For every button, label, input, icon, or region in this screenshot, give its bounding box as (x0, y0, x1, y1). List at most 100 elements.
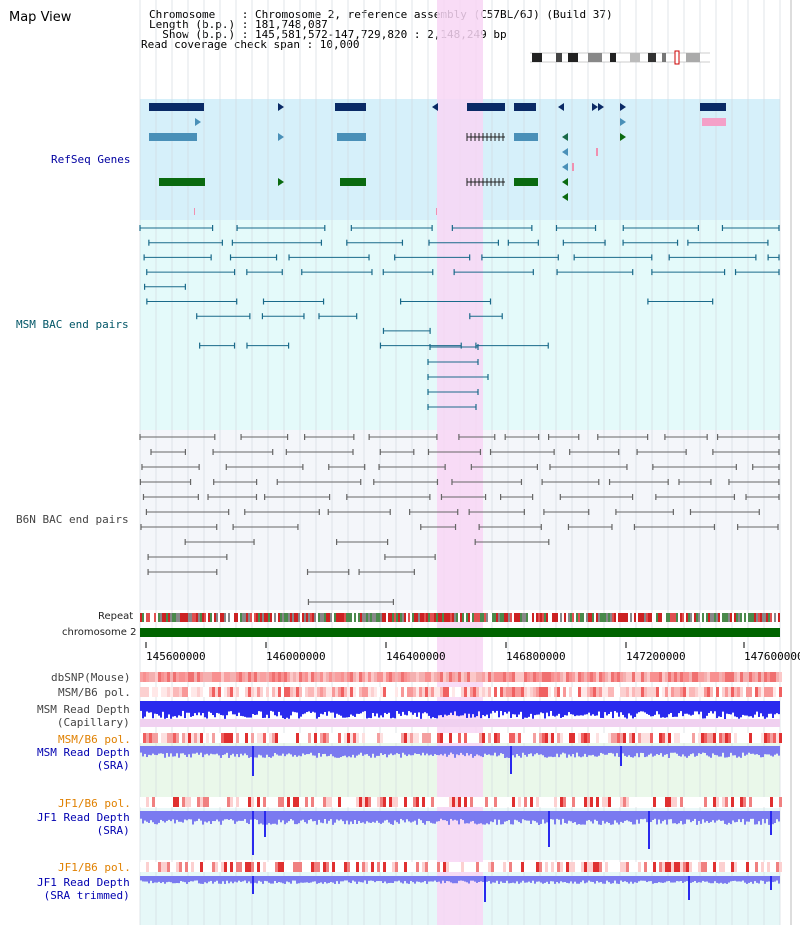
jf1-pol2-cell (311, 862, 314, 872)
repeat-segment (610, 613, 612, 622)
jf1-trim-depth (362, 876, 364, 883)
track-label-jf1-depth: JF1 Read Depth (SRA) (37, 811, 130, 837)
msm-cap-depth (484, 701, 486, 717)
dbsnp-cell (539, 672, 542, 682)
msm-pol-cell (734, 687, 737, 697)
repeat-segment (194, 613, 196, 622)
jf1-sra-depth (442, 811, 444, 821)
jf1-trim-depth (356, 876, 358, 884)
msm-sra-depth (678, 746, 680, 756)
msm-cap-depth (636, 701, 638, 714)
gene-arrow (620, 133, 626, 141)
dbsnp-cell (320, 672, 323, 682)
msm-cap-depth (702, 701, 704, 719)
jf1-pol-cell (383, 797, 386, 807)
jf1-sra-depth (446, 811, 448, 822)
repeat-segment (264, 613, 266, 622)
repeat-segment (196, 613, 198, 622)
jf1-trim-depth (526, 876, 528, 883)
msm-pol2-cell (761, 733, 764, 743)
msm-pol2-cell (722, 733, 725, 743)
dbsnp-cell (275, 672, 278, 682)
dbsnp-cell (746, 672, 749, 682)
jf1-sra-depth (228, 811, 230, 820)
msm-sra-depth (506, 746, 508, 758)
jf1-trim-depth (524, 876, 526, 883)
msm-sra-depth (486, 746, 488, 755)
jf1-sra-depth (386, 811, 388, 820)
msm-cap-depth (664, 701, 666, 718)
jf1-pol-cell (470, 797, 473, 807)
msm-pol2-cell (683, 733, 686, 743)
msm-cap-depth (316, 701, 318, 719)
jf1-pol-cell (725, 797, 728, 807)
jf1-sra-depth (756, 811, 758, 825)
jf1-pol2-cell (257, 862, 260, 872)
repeat-segment (356, 613, 358, 622)
jf1-pol-cell (638, 797, 641, 807)
msm-sra-depth (568, 746, 570, 755)
jf1-sra-depth (510, 811, 512, 825)
repeat-segment (734, 613, 736, 622)
msm-pol-cell (683, 687, 686, 697)
msm-sra-depth (766, 746, 768, 755)
jf1-trim-depth (146, 876, 148, 882)
msm-pol-cell (446, 687, 449, 697)
jf1-trim-depth (488, 876, 490, 882)
dbsnp-cell (578, 672, 581, 682)
jf1-pol2-cell (764, 862, 767, 872)
jf1-sra-depth (592, 811, 594, 824)
msm-cap-depth (622, 701, 624, 715)
msm-pol2-cell (443, 733, 446, 743)
gene-arrow (278, 178, 284, 186)
jf1-sra-depth (254, 811, 256, 820)
msm-cap-depth (766, 701, 768, 718)
msm-pol2-cell (176, 733, 179, 743)
repeat-segment (518, 613, 520, 622)
msm-cap-depth (382, 701, 384, 718)
jf1-trim-depth (732, 876, 734, 881)
msm-pol2-cell (602, 733, 605, 743)
dbsnp-cell (560, 672, 563, 682)
msm-cap-depth (218, 701, 220, 714)
msm-sra-depth (172, 746, 174, 757)
dbsnp-cell (593, 672, 596, 682)
msm-cap-depth (758, 701, 760, 717)
repeat-segment (316, 613, 318, 622)
msm-pol-cell (401, 687, 404, 697)
msm-cap-depth (156, 701, 158, 714)
jf1-pol2-cell (557, 862, 560, 872)
dbsnp-cell (713, 672, 716, 682)
msm-pol-cell (398, 687, 401, 697)
jf1-pol2-cell (383, 862, 386, 872)
jf1-pol2-cell (245, 862, 248, 872)
repeat-segment (528, 613, 530, 622)
repeat-segment (764, 613, 766, 622)
msm-pol2-cell (410, 733, 413, 743)
jf1-trim-depth (486, 876, 488, 882)
msm-sra-depth (734, 746, 736, 756)
msm-sra-depth (522, 746, 524, 753)
jf1-trim-depth (306, 876, 308, 883)
msm-sra-depth (394, 746, 396, 755)
msm-pol-cell (575, 687, 578, 697)
msm-pol-cell (548, 687, 551, 697)
msm-sra-depth (518, 746, 520, 756)
msm-sra-depth (176, 746, 178, 754)
jf1-pol2-cell (293, 862, 296, 872)
jf1-pol-cell (260, 797, 263, 807)
jf1-sra-depth (388, 811, 390, 823)
msm-sra-depth (694, 746, 696, 757)
msm-pol2-cell (665, 733, 668, 743)
dbsnp-cell (620, 672, 623, 682)
msm-cap-depth (708, 701, 710, 713)
jf1-pol-cell (305, 797, 308, 807)
jf1-sra-depth (638, 811, 640, 824)
jf1-trim-depth (388, 876, 390, 883)
msm-cap-depth (204, 701, 206, 718)
jf1-sra-depth (152, 811, 154, 823)
msm-pol2-cell (413, 733, 416, 743)
msm-sra-depth (384, 746, 386, 755)
jf1-trim-depth (284, 876, 286, 884)
